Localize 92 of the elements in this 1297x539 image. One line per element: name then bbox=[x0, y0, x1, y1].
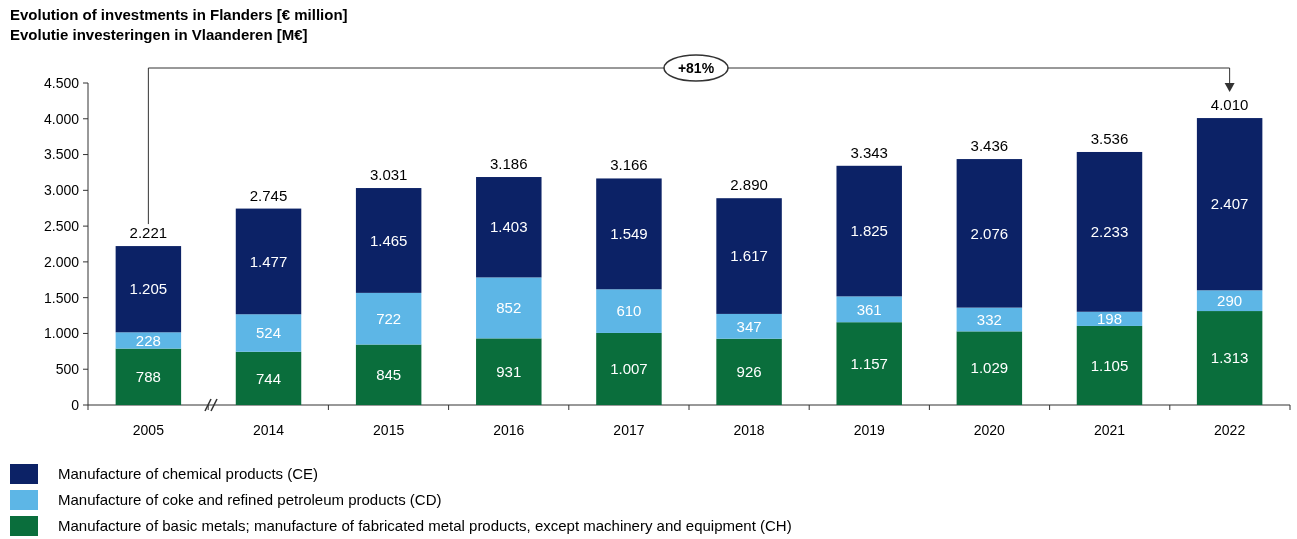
x-tick-label: 2017 bbox=[613, 422, 645, 438]
bar bbox=[476, 177, 542, 278]
data-label: 228 bbox=[135, 331, 161, 349]
data-label: 332 bbox=[976, 310, 1002, 328]
y-tick-label: 3.500 bbox=[43, 146, 80, 163]
data-label: 931 bbox=[496, 362, 522, 380]
x-tick-label: 2022 bbox=[1214, 422, 1246, 438]
data-label: 852 bbox=[496, 299, 522, 317]
data-label: 1.825 bbox=[850, 222, 888, 240]
total-label: 3.343 bbox=[850, 143, 888, 161]
y-tick-label: 4.500 bbox=[43, 74, 80, 91]
data-label: 2.233 bbox=[1090, 223, 1129, 241]
y-tick-label: 2.000 bbox=[43, 253, 80, 270]
bar bbox=[956, 159, 1023, 308]
bar bbox=[836, 296, 902, 323]
data-label: 1.549 bbox=[610, 225, 648, 243]
bar bbox=[355, 188, 422, 293]
data-label: 524 bbox=[255, 324, 282, 342]
bar bbox=[956, 331, 1023, 405]
bar bbox=[476, 338, 542, 405]
y-tick-label: 4.000 bbox=[43, 110, 80, 127]
bar bbox=[1196, 311, 1263, 405]
y-tick-label: 1.500 bbox=[43, 289, 80, 306]
data-label: 1.029 bbox=[970, 359, 1009, 377]
legend-label: Manufacture of chemical products (CE) bbox=[58, 465, 319, 483]
y-tick-label: 3.000 bbox=[43, 182, 80, 199]
total-label: 2.745 bbox=[249, 186, 288, 204]
y-tick-label: 0 bbox=[71, 396, 80, 413]
bar bbox=[836, 165, 902, 297]
x-tick-label: 2018 bbox=[733, 422, 765, 438]
data-label: 1.477 bbox=[249, 252, 288, 270]
bar bbox=[115, 348, 182, 405]
data-label: 2.407 bbox=[1210, 195, 1249, 213]
bar bbox=[716, 198, 782, 314]
data-label: 926 bbox=[736, 363, 762, 381]
data-label: 1.157 bbox=[850, 354, 888, 372]
bar bbox=[235, 208, 302, 315]
data-label: 361 bbox=[856, 300, 882, 318]
total-label: 4.010 bbox=[1210, 96, 1249, 114]
total-label: 3.536 bbox=[1090, 129, 1129, 147]
bar bbox=[235, 314, 302, 352]
bar bbox=[355, 344, 422, 405]
data-label: 722 bbox=[376, 309, 402, 327]
x-tick-label: 2021 bbox=[1093, 422, 1126, 438]
x-tick-label: 2015 bbox=[373, 422, 405, 438]
bar bbox=[235, 351, 302, 405]
y-tick-label: 2.500 bbox=[43, 218, 80, 235]
total-label: 2.221 bbox=[129, 224, 168, 242]
text: +81% bbox=[677, 59, 715, 76]
total-label: 3.031 bbox=[369, 166, 408, 184]
data-label: 2.076 bbox=[970, 224, 1009, 242]
bar bbox=[1076, 151, 1143, 312]
bar bbox=[115, 246, 182, 333]
bar bbox=[716, 338, 782, 405]
bar bbox=[596, 332, 662, 405]
data-label: 1.403 bbox=[490, 218, 528, 236]
bar bbox=[1196, 118, 1263, 291]
y-tick-label: 500 bbox=[55, 361, 80, 378]
data-label: 1.465 bbox=[369, 231, 408, 249]
chart-title: Evolution of investments in Flanders [€ million] bbox=[10, 6, 348, 23]
bar bbox=[596, 289, 662, 333]
x-tick-label: 2019 bbox=[853, 422, 885, 438]
data-label: 1.205 bbox=[129, 280, 168, 298]
x-tick-label: 2014 bbox=[252, 422, 285, 438]
data-label: 1.313 bbox=[1210, 349, 1249, 367]
total-label: 2.890 bbox=[730, 176, 768, 194]
bar bbox=[476, 277, 542, 339]
bar bbox=[836, 322, 902, 405]
data-label: 1.617 bbox=[730, 247, 768, 265]
data-label: 788 bbox=[135, 368, 161, 386]
data-label: 1.007 bbox=[610, 360, 648, 378]
data-label: 347 bbox=[736, 317, 762, 335]
data-label: 744 bbox=[255, 369, 282, 387]
x-tick-label: 2016 bbox=[493, 422, 525, 438]
legend-label: Manufacture of coke and refined petroleum products (CD) bbox=[58, 491, 442, 509]
bar bbox=[355, 292, 422, 345]
bar bbox=[716, 313, 782, 339]
total-label: 3.436 bbox=[970, 137, 1009, 155]
bar bbox=[1076, 325, 1143, 405]
x-tick-label: 2020 bbox=[973, 422, 1006, 438]
total-label: 3.166 bbox=[610, 156, 648, 174]
chart-subtitle: Evolutie investeringen in Vlaanderen [M€] bbox=[10, 26, 308, 43]
total-label: 3.186 bbox=[490, 155, 528, 173]
bar bbox=[596, 178, 662, 290]
legend-label: Manufacture of basic metals; manufacture of fabricated metal products, except machinery and equipment (CH) bbox=[58, 517, 792, 535]
data-label: 610 bbox=[616, 302, 642, 320]
data-label: 845 bbox=[376, 366, 402, 384]
data-label: 198 bbox=[1096, 310, 1123, 328]
data-label: 290 bbox=[1217, 291, 1243, 309]
data-label: 1.105 bbox=[1090, 356, 1129, 374]
x-tick-label: 2005 bbox=[132, 422, 165, 438]
y-tick-label: 1.000 bbox=[43, 325, 80, 342]
